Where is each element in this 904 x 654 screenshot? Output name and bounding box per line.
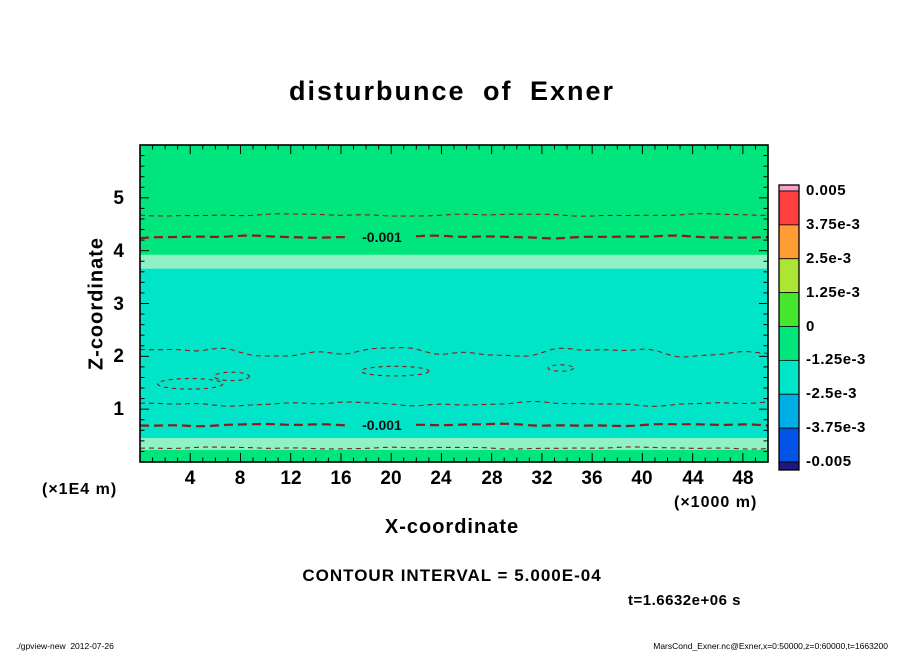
contour-lines xyxy=(139,213,769,450)
x-tick-label: 28 xyxy=(481,468,503,489)
x-tick-label: 8 xyxy=(234,468,246,489)
colorbar-tick-label: -0.005 xyxy=(806,453,852,470)
colorbar-tick-label: -3.75e-3 xyxy=(806,419,866,436)
contour-interval-text: CONTOUR INTERVAL = 5.000E-04 xyxy=(302,566,602,585)
colorbar-tick-label: 2.5e-3 xyxy=(806,250,852,267)
x-tick-label: 24 xyxy=(430,468,452,489)
y-tick-label: 5 xyxy=(113,188,124,209)
time-annotation: t=1.6632e+06 s xyxy=(628,592,741,609)
x-axis-unit: (×1000 m) xyxy=(674,494,758,511)
colorbar xyxy=(778,184,800,471)
footer-left: ./gpview-new 2012-07-26 xyxy=(16,641,114,651)
y-axis-unit: (×1E4 m) xyxy=(42,481,118,498)
y-tick-label: 1 xyxy=(113,399,124,420)
x-tick-label: 36 xyxy=(581,468,603,489)
x-tick-label: 12 xyxy=(280,468,302,489)
contour-label-upper: -0.001 xyxy=(362,229,402,245)
colorbar-tick-label: 0 xyxy=(806,318,815,335)
colorbar-tick-label: -1.25e-3 xyxy=(806,351,866,368)
x-tick-label: 44 xyxy=(682,468,704,489)
x-tick-label: 20 xyxy=(380,468,402,489)
y-tick-label: 2 xyxy=(113,346,124,367)
colorbar-tick-label: 0.005 xyxy=(806,182,847,199)
x-tick-label: 40 xyxy=(631,468,653,489)
x-tick-label: 4 xyxy=(184,468,196,489)
x-tick-label: 16 xyxy=(330,468,352,489)
x-tick-label: 32 xyxy=(531,468,553,489)
tone-fill-bands xyxy=(140,145,768,463)
footer-right: MarsCond_Exner.nc@Exner,x=0:50000,z=0:60… xyxy=(653,641,888,651)
colorbar-tick-label: 3.75e-3 xyxy=(806,216,861,233)
x-axis-label: X-coordinate xyxy=(384,516,520,538)
y-tick-label: 3 xyxy=(113,294,124,315)
contour-label-lower: -0.001 xyxy=(362,417,402,433)
page-title: disturbunce of Exner xyxy=(288,76,616,106)
colorbar-tick-label: -2.5e-3 xyxy=(806,385,858,402)
plot-frame xyxy=(139,144,769,463)
y-tick-label: 4 xyxy=(113,241,124,262)
x-tick-label: 48 xyxy=(732,468,754,489)
colorbar-tick-label: 1.25e-3 xyxy=(806,284,861,301)
